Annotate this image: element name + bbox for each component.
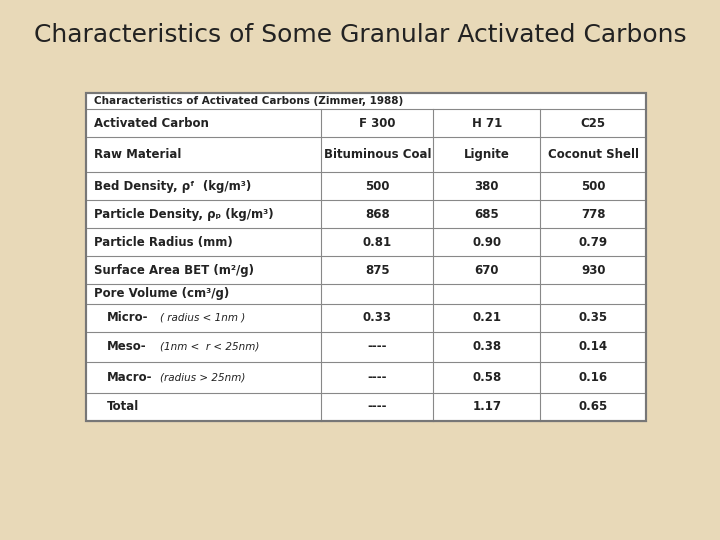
Text: 868: 868 xyxy=(365,208,390,221)
Text: (1nm <  r < 25nm): (1nm < r < 25nm) xyxy=(160,342,259,352)
Text: Pore Volume (cm³/g): Pore Volume (cm³/g) xyxy=(94,287,229,300)
Text: 0.21: 0.21 xyxy=(472,311,501,324)
Text: Characteristics of Activated Carbons (Zimmer, 1988): Characteristics of Activated Carbons (Zi… xyxy=(94,96,402,106)
Text: 0.90: 0.90 xyxy=(472,235,501,249)
Text: ----: ---- xyxy=(368,371,387,384)
Text: Particle Radius (mm): Particle Radius (mm) xyxy=(94,235,233,249)
Text: H 71: H 71 xyxy=(472,117,502,130)
Text: Activated Carbon: Activated Carbon xyxy=(94,117,208,130)
Text: Macro-: Macro- xyxy=(107,371,153,384)
Text: ----: ---- xyxy=(368,401,387,414)
Text: Bed Density, ρᶠ  (kg/m³): Bed Density, ρᶠ (kg/m³) xyxy=(94,180,251,193)
FancyBboxPatch shape xyxy=(86,93,647,421)
Text: 670: 670 xyxy=(474,264,499,276)
Text: 930: 930 xyxy=(581,264,606,276)
Text: Bituminous Coal: Bituminous Coal xyxy=(324,148,431,161)
Text: Total: Total xyxy=(107,401,140,414)
Text: 875: 875 xyxy=(365,264,390,276)
Text: Surface Area BET (m²/g): Surface Area BET (m²/g) xyxy=(94,264,253,276)
Text: 0.14: 0.14 xyxy=(579,340,608,354)
Text: ----: ---- xyxy=(368,340,387,354)
Text: Micro-: Micro- xyxy=(107,311,149,324)
Text: ( radius < 1nm ): ( radius < 1nm ) xyxy=(160,313,246,322)
Text: Meso-: Meso- xyxy=(107,340,147,354)
Text: 0.79: 0.79 xyxy=(579,235,608,249)
Text: 0.16: 0.16 xyxy=(579,371,608,384)
Text: 0.35: 0.35 xyxy=(579,311,608,324)
Text: Coconut Shell: Coconut Shell xyxy=(548,148,639,161)
Text: 0.65: 0.65 xyxy=(579,401,608,414)
Text: 0.58: 0.58 xyxy=(472,371,501,384)
Text: 0.38: 0.38 xyxy=(472,340,501,354)
Text: 685: 685 xyxy=(474,208,499,221)
Text: 1.17: 1.17 xyxy=(472,401,501,414)
Text: Raw Material: Raw Material xyxy=(94,148,181,161)
Text: F 300: F 300 xyxy=(359,117,396,130)
Text: 778: 778 xyxy=(581,208,606,221)
Text: 0.33: 0.33 xyxy=(363,311,392,324)
Text: (radius > 25nm): (radius > 25nm) xyxy=(160,373,246,383)
Text: Characteristics of Some Granular Activated Carbons: Characteristics of Some Granular Activat… xyxy=(34,23,686,47)
Text: 380: 380 xyxy=(474,180,499,193)
Text: Lignite: Lignite xyxy=(464,148,510,161)
Text: Particle Density, ρₚ (kg/m³): Particle Density, ρₚ (kg/m³) xyxy=(94,208,273,221)
Text: 500: 500 xyxy=(581,180,606,193)
Text: 0.81: 0.81 xyxy=(363,235,392,249)
Text: C25: C25 xyxy=(580,117,606,130)
Text: 500: 500 xyxy=(365,180,390,193)
